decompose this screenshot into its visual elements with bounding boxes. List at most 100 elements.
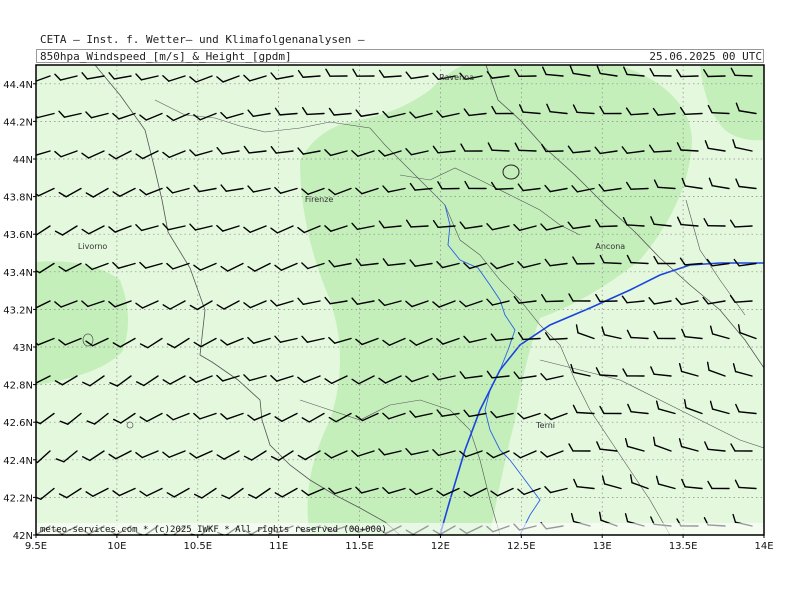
wind-barb-flag <box>351 222 359 231</box>
wind-barb-shaft <box>59 75 78 81</box>
wind-barb-flag <box>324 149 332 157</box>
wind-barb-shaft <box>195 375 213 384</box>
wind-barb-shaft <box>302 75 321 78</box>
wind-barb-shaft <box>603 483 622 490</box>
wind-barb-shaft <box>144 262 163 269</box>
lon-tick-label: 13.5E <box>669 541 698 552</box>
wind-barb-shaft <box>248 150 267 154</box>
wind-barb-shaft <box>523 487 541 496</box>
wind-barb-flag <box>301 262 309 270</box>
wind-barb-shaft <box>739 331 757 340</box>
wind-barb-flag <box>247 265 256 272</box>
wind-barb-flag <box>216 224 224 232</box>
wind-barb-flag <box>437 181 443 190</box>
wind-barb-shaft <box>522 337 541 341</box>
wind-barb-flag <box>220 265 229 272</box>
wind-barb-flag <box>189 452 198 459</box>
wind-barb-shaft <box>88 225 105 235</box>
wind-barb-flag <box>572 404 578 414</box>
wind-barb-flag <box>139 343 149 349</box>
wind-barb-flag <box>382 110 390 119</box>
wind-barb-flag <box>166 186 174 194</box>
wind-barb-shaft <box>491 375 510 379</box>
wind-barb-shaft <box>168 150 186 159</box>
regional-border-3 <box>299 399 501 535</box>
lon-tick-label: 10E <box>107 541 126 552</box>
wind-barb-flag <box>85 340 94 347</box>
wind-barb-flag <box>703 69 709 78</box>
wind-barb-shaft <box>657 186 676 190</box>
lake-trasimeno <box>502 164 520 180</box>
wind-barb-shaft <box>549 487 568 494</box>
wind-barb-flag <box>652 107 659 116</box>
wind-barb-flag <box>135 381 145 387</box>
wind-barb-flag <box>139 261 147 269</box>
wind-barb-flag <box>328 107 335 116</box>
wind-barb-shaft <box>680 300 699 306</box>
wind-barb-shaft <box>249 75 267 82</box>
wind-barb-shaft <box>275 75 294 80</box>
wind-barb-flag <box>707 104 713 114</box>
wind-barb-shaft <box>707 448 726 452</box>
wind-barb-shaft <box>414 112 433 119</box>
wind-barb-shaft <box>442 487 460 497</box>
wind-barb-shaft <box>734 146 753 152</box>
wind-barb-shaft <box>172 112 190 122</box>
wind-barb-flag <box>546 103 551 113</box>
wind-barb-shaft <box>576 486 595 490</box>
wind-barb-flag <box>108 453 117 460</box>
wind-barb-shaft <box>114 300 132 308</box>
wind-barb-shaft <box>653 300 672 305</box>
wind-barb-flag <box>297 226 306 234</box>
wind-barb-shaft <box>707 300 726 305</box>
wind-barb-shaft <box>115 450 132 460</box>
wind-barb-flag <box>382 412 390 420</box>
wind-barb-shaft <box>437 375 456 381</box>
wind-barb-shaft <box>572 150 591 154</box>
wind-barb-shaft <box>330 375 348 385</box>
wind-barb-flag <box>166 262 174 270</box>
wind-barb-shaft <box>491 75 510 79</box>
wind-barb-shaft <box>576 411 595 415</box>
wind-barb-flag <box>598 183 605 192</box>
wind-barb-shaft <box>196 300 213 311</box>
wind-barb-flag <box>270 374 278 382</box>
wind-barb-flag <box>351 297 359 305</box>
wind-barb-shaft <box>93 412 109 425</box>
wind-barb-flag <box>355 109 362 117</box>
wind-barb-shaft <box>333 262 352 268</box>
wind-barb-flag <box>54 73 62 81</box>
wind-barb-flag <box>436 110 444 118</box>
wind-barb-flag <box>459 300 467 308</box>
wind-barb-flag <box>626 254 632 264</box>
wind-barb-flag <box>622 368 628 377</box>
wind-barb-flag <box>243 74 251 82</box>
wind-barb-flag <box>139 188 147 196</box>
lat-tick-label: 44.2N <box>3 117 33 128</box>
wind-barb-shaft <box>437 150 456 154</box>
wind-barb-flag <box>405 219 412 228</box>
wind-barb-shaft <box>90 112 109 119</box>
institute-line: CETA – Inst. f. Wetter– und Klimafolgena… <box>40 33 365 46</box>
wind-barb-flag <box>328 487 336 495</box>
wind-barb-shaft <box>519 450 537 459</box>
title-bar <box>36 49 764 63</box>
wind-barb-flag <box>540 451 548 458</box>
wind-barb-shaft <box>414 187 433 191</box>
wind-barb-flag <box>297 454 306 461</box>
wind-barb-shaft <box>120 412 136 424</box>
wind-barb-shaft <box>222 225 240 232</box>
wind-barb-flag <box>297 147 304 155</box>
wind-barb-shaft <box>684 112 703 116</box>
wind-barb-flag <box>459 72 467 80</box>
wind-barb-flag <box>463 335 471 343</box>
wind-field-zone-east <box>300 65 692 535</box>
wind-barb-shaft <box>143 375 159 387</box>
wind-barb-flag <box>139 490 148 497</box>
wind-barb-flag <box>735 102 740 112</box>
wind-barb-flag <box>571 185 579 193</box>
wind-barb-shaft <box>118 487 136 497</box>
wind-barb-shaft <box>603 334 622 340</box>
wind-barb-shaft <box>225 187 244 192</box>
wind-barb-flag <box>463 409 470 418</box>
